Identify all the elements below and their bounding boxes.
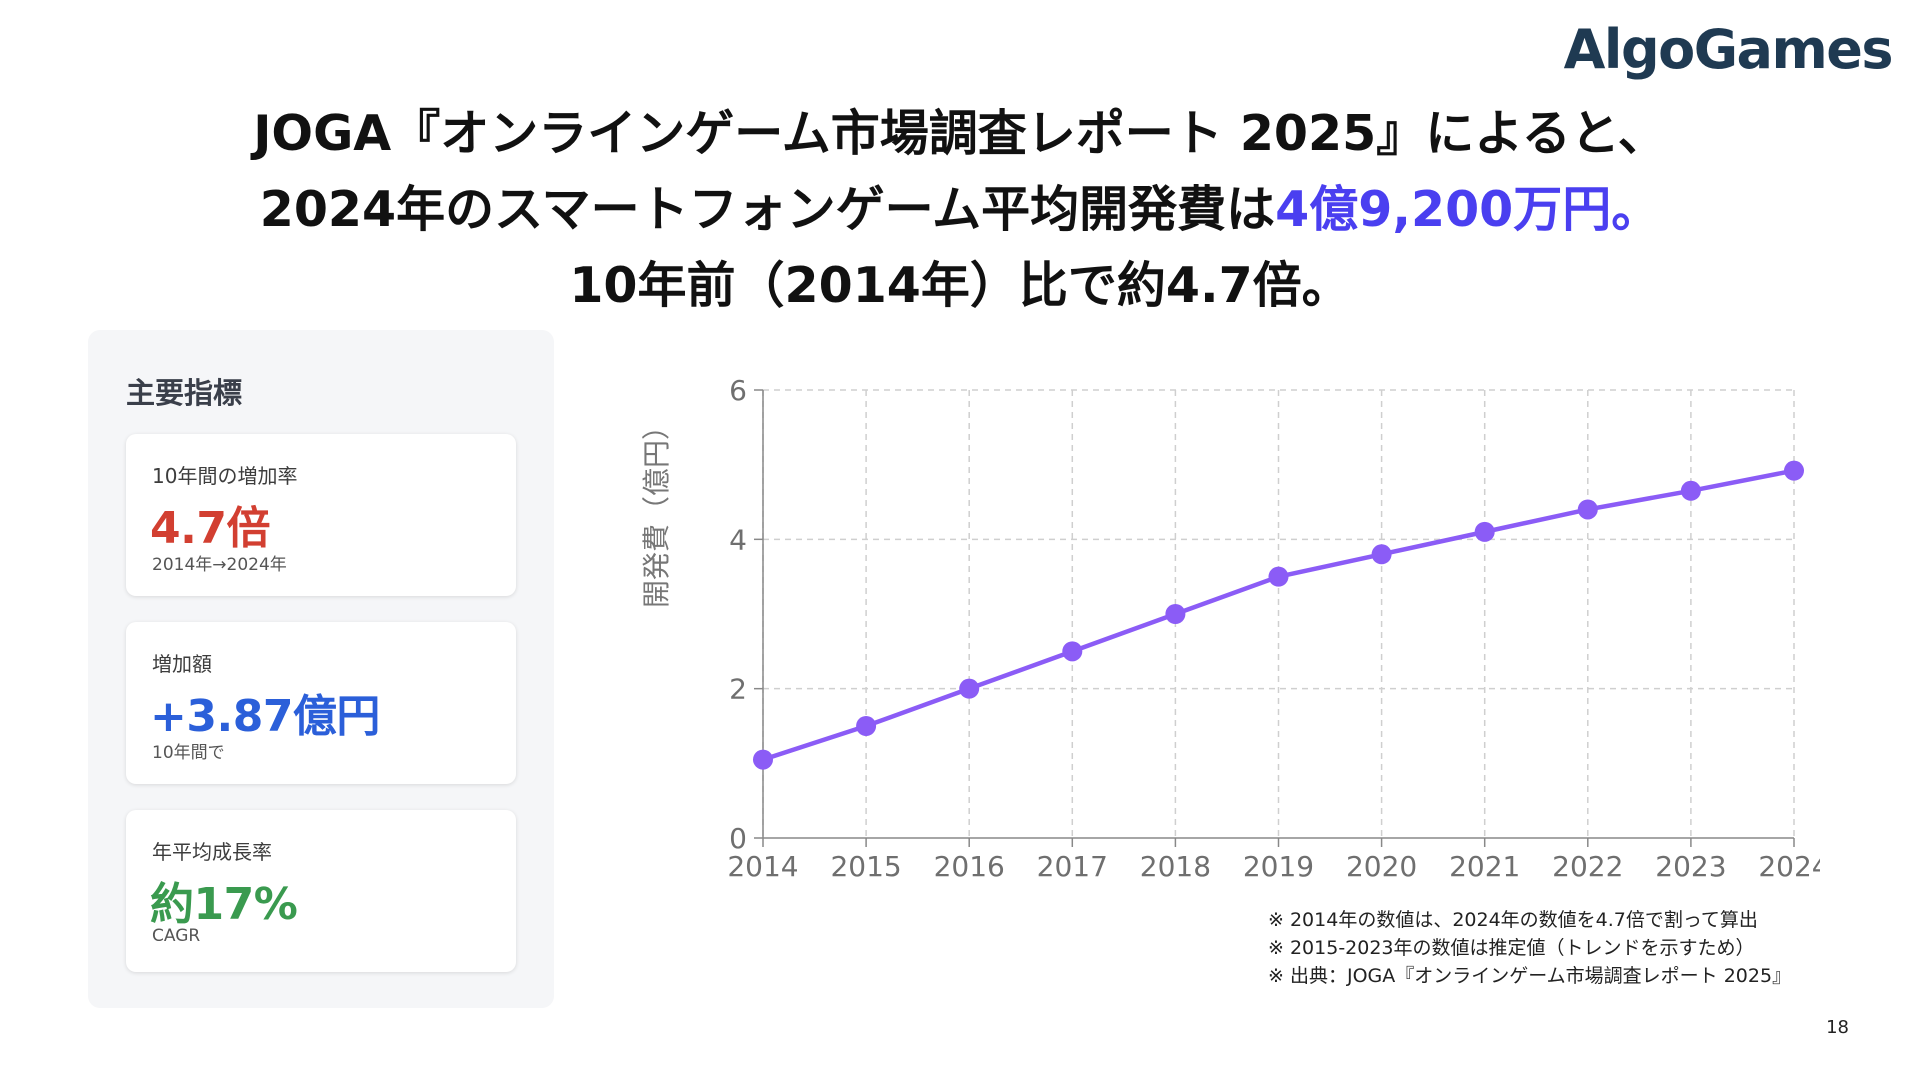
- brand-logo: AlgoGames: [1563, 18, 1894, 81]
- metric-label: 増加額: [152, 652, 212, 676]
- y-tick-label: 4: [729, 523, 747, 556]
- page-number: 18: [1826, 1017, 1849, 1038]
- metric-sub: CAGR: [152, 926, 201, 946]
- metric-label: 10年間の増加率: [152, 464, 298, 488]
- x-tick-label: 2018: [1140, 850, 1211, 880]
- metric-card-cagr: 年平均成長率 約17% CAGR: [126, 810, 516, 972]
- y-tick-label: 6: [729, 374, 747, 407]
- data-point: [1062, 641, 1083, 662]
- chart-tick-labels: 0 2 4 6 2014 2015 2016 2017 2018 2019 2020 2021 2022…: [727, 374, 1820, 880]
- data-point: [1680, 480, 1701, 501]
- footnotes: ※ 2014年の数値は、2024年の数値を4.7倍で割って算出 ※ 2015-2…: [1268, 906, 1791, 990]
- data-point: [1268, 566, 1289, 587]
- headline-highlight: 4億9,200万円。: [1275, 181, 1661, 238]
- x-tick-label: 2022: [1552, 850, 1623, 880]
- metric-sub: 2014年→2024年: [152, 555, 287, 575]
- data-point: [753, 749, 773, 770]
- footnote: ※ 2014年の数値は、2024年の数値を4.7倍で割って算出: [1268, 909, 1758, 931]
- headline-line-2-prefix: 2024年のスマートフォンゲーム平均開発費は: [259, 181, 1276, 238]
- metrics-panel-title: 主要指標: [126, 376, 243, 410]
- data-point: [1165, 604, 1186, 624]
- metrics-panel: 主要指標 10年間の増加率 4.7倍 2014年→2024年 増加額 +3.87…: [88, 330, 554, 1008]
- data-point: [959, 678, 980, 699]
- chart-axes: [754, 389, 1795, 847]
- line-chart: 開発費（億円） 0 2 4 6 2014 2015 2016 2017 2018 2019 2020…: [640, 374, 1820, 880]
- x-tick-label: 2023: [1655, 850, 1726, 880]
- metric-value: 約17%: [150, 879, 298, 930]
- x-tick-label: 2016: [934, 850, 1005, 880]
- x-tick-label: 2024: [1758, 850, 1820, 880]
- x-tick-label: 2015: [830, 850, 901, 880]
- data-point: [1577, 499, 1598, 520]
- headline-line-3: 10年前（2014年）比で約4.7倍。: [569, 257, 1351, 314]
- x-tick-label: 2020: [1346, 850, 1417, 880]
- metric-value: 4.7倍: [150, 503, 270, 554]
- metric-value: +3.87億円: [150, 691, 380, 742]
- metric-card-growth-rate: 10年間の増加率 4.7倍 2014年→2024年: [126, 434, 516, 596]
- x-tick-label: 2017: [1037, 850, 1108, 880]
- headline: JOGA『オンラインゲーム市場調査レポート 2025』によると、 2024年のス…: [0, 96, 1920, 324]
- y-tick-label: 2: [729, 673, 747, 706]
- chart-markers: [753, 460, 1804, 770]
- x-tick-label: 2019: [1243, 850, 1314, 880]
- data-point: [1784, 460, 1804, 481]
- metric-label: 年平均成長率: [152, 840, 272, 864]
- data-point: [856, 716, 877, 736]
- metric-sub: 10年間で: [152, 743, 225, 763]
- chart-grid: [762, 389, 1795, 838]
- x-tick-label: 2014: [727, 850, 798, 880]
- headline-line-1: JOGA『オンラインゲーム市場調査レポート 2025』によると、: [253, 105, 1667, 162]
- footnote: ※ 2015-2023年の数値は推定値（トレンドを示すため）: [1268, 937, 1755, 959]
- y-tick-label: 0: [729, 822, 747, 855]
- headline-line-2: 2024年のスマートフォンゲーム平均開発費は4億9,200万円。: [0, 172, 1920, 248]
- metric-card-increase-amount: 増加額 +3.87億円 10年間で: [126, 622, 516, 784]
- data-point: [1474, 521, 1495, 542]
- data-point: [1371, 544, 1392, 565]
- x-tick-label: 2021: [1449, 850, 1520, 880]
- y-axis-title: 開発費（億円）: [640, 412, 673, 608]
- footnote: ※ 出典：JOGA『オンラインゲーム市場調査レポート 2025』: [1268, 965, 1792, 987]
